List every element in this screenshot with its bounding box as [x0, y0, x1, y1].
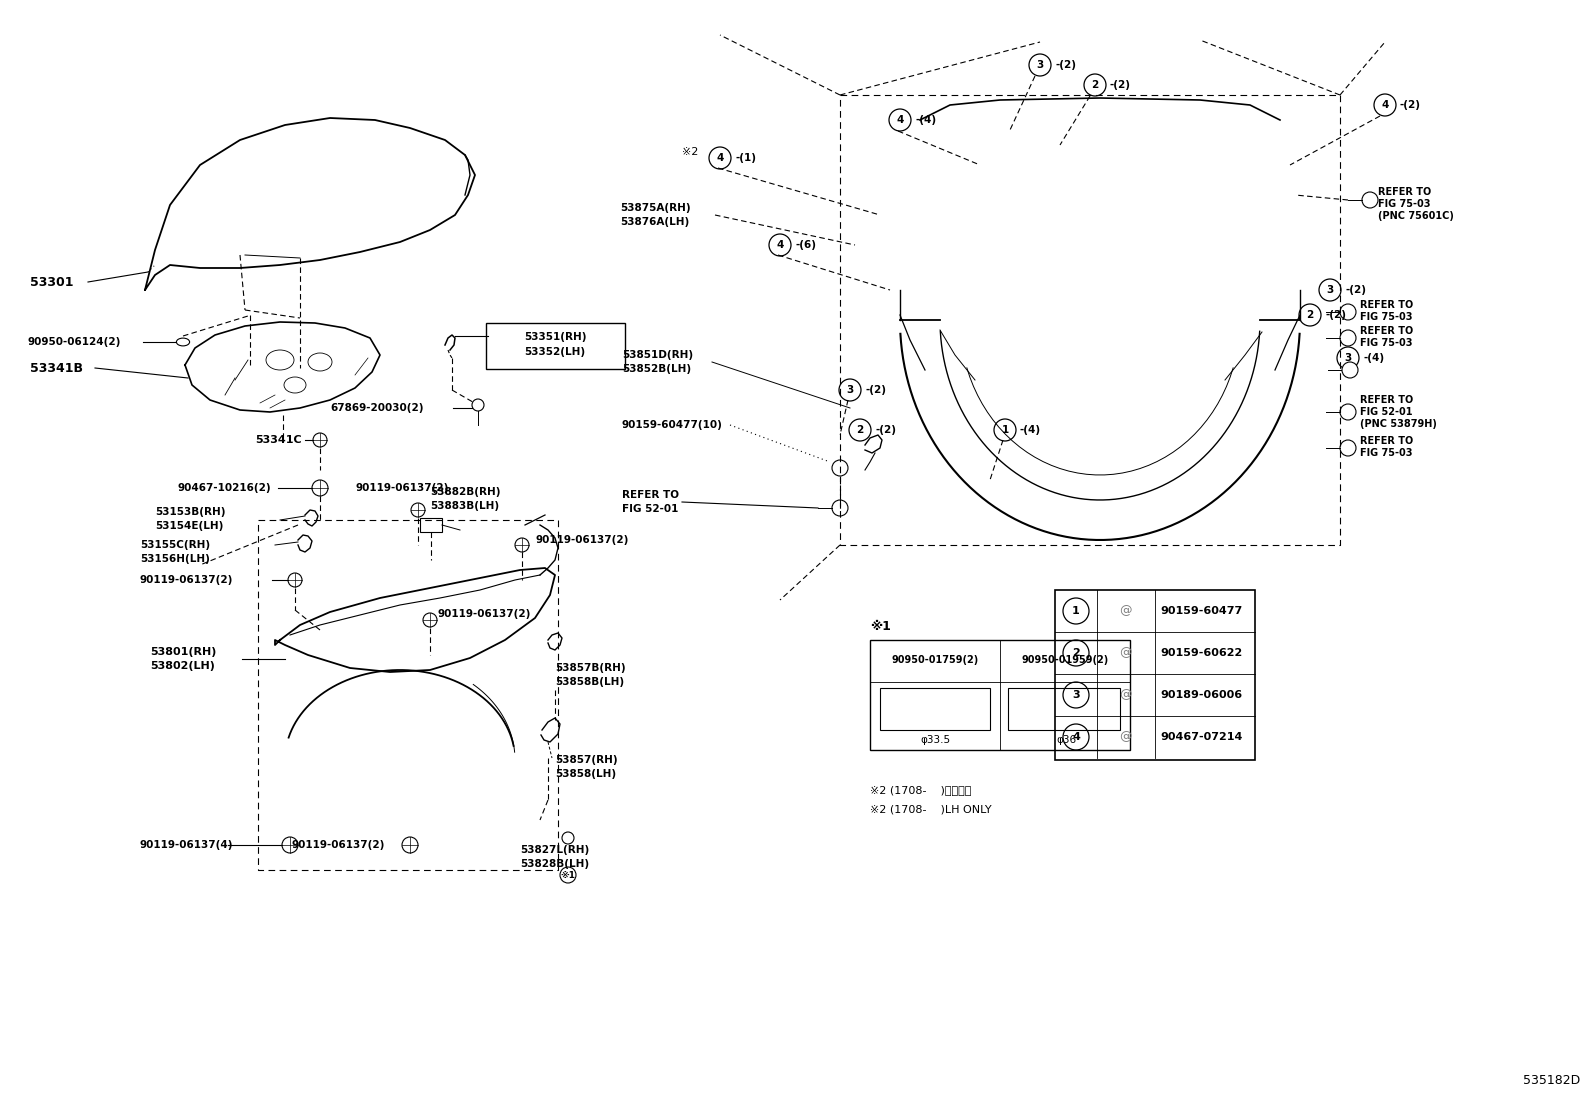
Text: 90159-60477: 90159-60477 [1161, 606, 1242, 617]
Text: 53857(RH): 53857(RH) [556, 755, 618, 765]
Text: 4: 4 [716, 153, 724, 163]
Text: 53155C(RH): 53155C(RH) [140, 540, 210, 550]
Text: ※2 (1708-    )LH ONLY: ※2 (1708- )LH ONLY [869, 804, 992, 815]
Text: -(4): -(4) [915, 115, 936, 125]
Text: REFER TO: REFER TO [1360, 326, 1414, 336]
Text: 2: 2 [1092, 80, 1098, 90]
Text: 90119-06137(4): 90119-06137(4) [140, 840, 234, 850]
Text: @: @ [1119, 688, 1132, 701]
Text: 90950-01759(2): 90950-01759(2) [892, 655, 979, 665]
Text: (PNC 53879H): (PNC 53879H) [1360, 419, 1438, 429]
Text: 3: 3 [1036, 60, 1044, 70]
Text: FIG 75-03: FIG 75-03 [1360, 338, 1412, 348]
Text: 4: 4 [777, 240, 783, 249]
Text: ※1: ※1 [869, 620, 892, 633]
Text: @: @ [1119, 646, 1132, 659]
Text: REFER TO: REFER TO [1379, 187, 1431, 197]
Text: @: @ [1119, 731, 1132, 744]
Text: φ33.5: φ33.5 [920, 735, 950, 745]
Text: ※2 (1708-    )左側のみ: ※2 (1708- )左側のみ [869, 785, 971, 795]
Text: 2: 2 [856, 425, 863, 435]
Text: 90159-60622: 90159-60622 [1161, 648, 1242, 658]
Text: 53341B: 53341B [30, 362, 83, 375]
Text: 53883B(LH): 53883B(LH) [430, 501, 500, 511]
Text: 67869-20030(2): 67869-20030(2) [330, 403, 423, 413]
Text: 90119-06137(2): 90119-06137(2) [291, 840, 385, 850]
Text: ※2: ※2 [681, 147, 699, 157]
Text: 90119-06137(2): 90119-06137(2) [438, 609, 532, 619]
Text: 53851D(RH): 53851D(RH) [622, 349, 693, 360]
Text: 53858B(LH): 53858B(LH) [556, 677, 624, 687]
Text: -(2): -(2) [1399, 100, 1422, 110]
Text: FIG 75-03: FIG 75-03 [1379, 199, 1431, 209]
Text: -(2): -(2) [864, 385, 887, 395]
Text: 90119-06137(2): 90119-06137(2) [355, 482, 449, 493]
Text: 53827L(RH): 53827L(RH) [521, 845, 589, 855]
Text: -(2): -(2) [1325, 310, 1345, 320]
Text: -(4): -(4) [1363, 353, 1383, 363]
Text: 53882B(RH): 53882B(RH) [430, 487, 500, 497]
Text: 90950-06124(2): 90950-06124(2) [29, 337, 121, 347]
Text: ※1: ※1 [560, 870, 575, 879]
Text: 2: 2 [1071, 648, 1079, 658]
Text: 53828B(LH): 53828B(LH) [521, 859, 589, 869]
Text: 3: 3 [1326, 285, 1334, 295]
Text: 3: 3 [1071, 690, 1079, 700]
Text: 4: 4 [1382, 100, 1388, 110]
Text: 53301: 53301 [30, 276, 73, 289]
Circle shape [471, 399, 484, 411]
Text: 535182D: 535182D [1524, 1074, 1579, 1087]
Text: FIG 75-03: FIG 75-03 [1360, 312, 1412, 322]
Text: 53352(LH): 53352(LH) [524, 347, 586, 357]
Text: 53852B(LH): 53852B(LH) [622, 364, 691, 374]
Text: 90119-06137(2): 90119-06137(2) [140, 575, 234, 585]
Text: 53154E(LH): 53154E(LH) [154, 521, 223, 531]
Text: -(1): -(1) [736, 153, 756, 163]
Bar [420, 518, 443, 532]
Text: FIG 52-01: FIG 52-01 [622, 504, 678, 514]
Text: 90467-07214: 90467-07214 [1161, 732, 1242, 742]
Text: 90950-01959(2): 90950-01959(2) [1022, 655, 1108, 665]
Text: 1: 1 [1071, 606, 1079, 617]
Text: -(2): -(2) [876, 425, 896, 435]
Text: FIG 52-01: FIG 52-01 [1360, 407, 1412, 417]
Text: 90189-06006: 90189-06006 [1161, 690, 1242, 700]
Text: 1: 1 [1001, 425, 1009, 435]
Text: 53858(LH): 53858(LH) [556, 769, 616, 779]
Text: 2: 2 [1307, 310, 1313, 320]
Text: -(6): -(6) [794, 240, 817, 249]
Text: φ36: φ36 [1055, 735, 1076, 745]
Text: -(2): -(2) [1345, 285, 1366, 295]
Bar [1055, 590, 1254, 761]
Text: 53153B(RH): 53153B(RH) [154, 507, 226, 517]
Text: 53351(RH): 53351(RH) [524, 332, 586, 342]
Text: REFER TO: REFER TO [1360, 395, 1414, 406]
Text: 53857B(RH): 53857B(RH) [556, 663, 626, 673]
Text: 3: 3 [847, 385, 853, 395]
Bar [869, 640, 1130, 750]
Text: REFER TO: REFER TO [622, 490, 680, 500]
Text: -(4): -(4) [1020, 425, 1041, 435]
Text: -(2): -(2) [1055, 60, 1076, 70]
Text: 53156H(LH): 53156H(LH) [140, 554, 210, 564]
Text: 4: 4 [1071, 732, 1079, 742]
Text: @: @ [1119, 604, 1132, 618]
Text: (PNC 75601C): (PNC 75601C) [1379, 211, 1453, 221]
Text: 53875A(RH): 53875A(RH) [619, 203, 691, 213]
Text: 90467-10216(2): 90467-10216(2) [178, 482, 272, 493]
Text: FIG 75-03: FIG 75-03 [1360, 448, 1412, 458]
Text: REFER TO: REFER TO [1360, 300, 1414, 310]
Text: 90159-60477(10): 90159-60477(10) [622, 420, 723, 430]
Circle shape [1342, 362, 1358, 378]
Text: 53801(RH): 53801(RH) [150, 647, 217, 657]
Text: 4: 4 [896, 115, 904, 125]
Text: REFER TO: REFER TO [1360, 436, 1414, 446]
Text: 53341C: 53341C [255, 435, 301, 445]
Text: 90119-06137(2): 90119-06137(2) [535, 535, 629, 545]
Text: -(2): -(2) [1110, 80, 1130, 90]
Text: 53876A(LH): 53876A(LH) [619, 217, 689, 227]
Text: 53802(LH): 53802(LH) [150, 660, 215, 671]
Text: 3: 3 [1344, 353, 1352, 363]
